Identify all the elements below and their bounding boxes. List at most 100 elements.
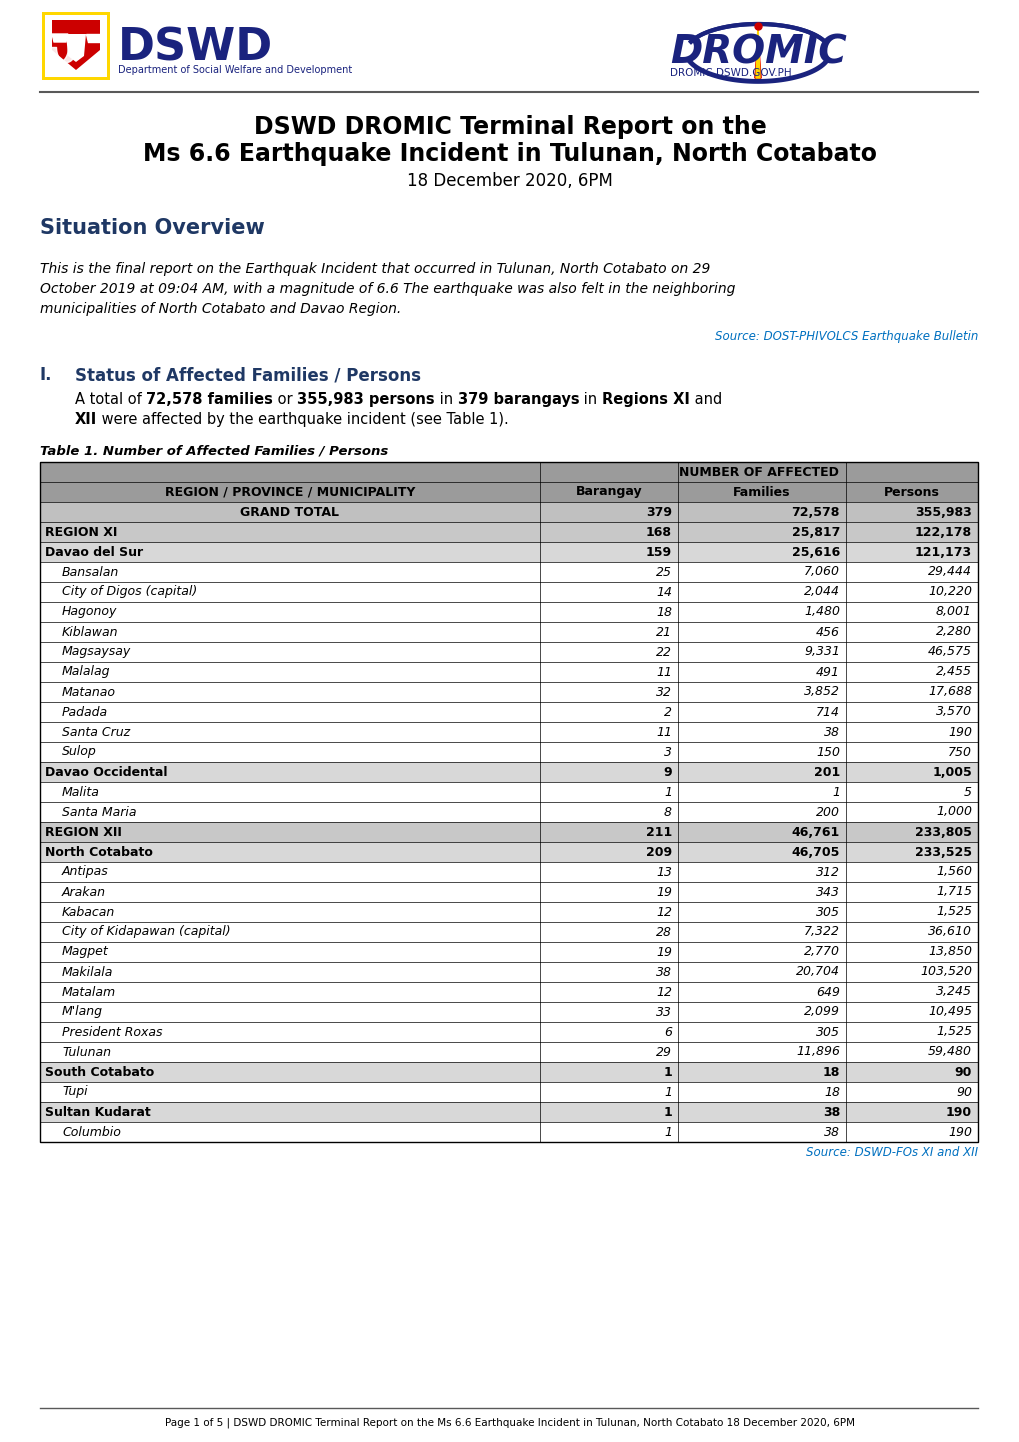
Text: Santa Maria: Santa Maria xyxy=(62,806,137,819)
Text: were affected by the earthquake incident (see Table 1).: were affected by the earthquake incident… xyxy=(97,412,508,427)
Text: President Roxas: President Roxas xyxy=(62,1025,162,1038)
Polygon shape xyxy=(755,23,759,78)
Bar xyxy=(40,761,977,782)
Text: 750: 750 xyxy=(947,746,971,758)
Text: 14: 14 xyxy=(655,585,672,598)
Text: Matalam: Matalam xyxy=(62,985,116,998)
Text: 72,578 families: 72,578 families xyxy=(147,392,273,407)
Text: 46,761: 46,761 xyxy=(791,825,840,838)
Text: 10,220: 10,220 xyxy=(927,585,971,598)
Polygon shape xyxy=(86,35,100,42)
Text: 10,495: 10,495 xyxy=(927,1005,971,1018)
Text: 8: 8 xyxy=(663,806,672,819)
Text: 18 December 2020, 6PM: 18 December 2020, 6PM xyxy=(407,172,612,190)
Text: 233,525: 233,525 xyxy=(914,845,971,858)
Text: DSWD DROMIC Terminal Report on the: DSWD DROMIC Terminal Report on the xyxy=(254,115,765,138)
Text: 29,444: 29,444 xyxy=(927,565,971,578)
Text: 2,770: 2,770 xyxy=(803,946,840,959)
Text: I.: I. xyxy=(40,366,52,384)
Text: 17,688: 17,688 xyxy=(927,685,971,698)
Text: A total of: A total of xyxy=(75,392,147,407)
Bar xyxy=(40,842,977,862)
Text: 1,000: 1,000 xyxy=(935,806,971,819)
Text: Bansalan: Bansalan xyxy=(62,565,119,578)
Text: Magpet: Magpet xyxy=(62,946,109,959)
Text: 72,578: 72,578 xyxy=(791,506,840,519)
Text: 13,850: 13,850 xyxy=(927,946,971,959)
Text: 38: 38 xyxy=(823,725,840,738)
Text: DROMIC.DSWD.GOV.PH: DROMIC.DSWD.GOV.PH xyxy=(669,68,791,78)
Text: 103,520: 103,520 xyxy=(919,966,971,979)
Bar xyxy=(40,461,977,1142)
Polygon shape xyxy=(52,20,100,71)
Bar xyxy=(42,12,110,79)
Text: 1,560: 1,560 xyxy=(935,865,971,878)
Text: 46,705: 46,705 xyxy=(791,845,840,858)
Polygon shape xyxy=(754,33,760,78)
Text: 1,715: 1,715 xyxy=(935,885,971,898)
Text: 3: 3 xyxy=(663,746,672,758)
Text: 233,805: 233,805 xyxy=(914,825,971,838)
Text: 211: 211 xyxy=(645,825,672,838)
Text: 1: 1 xyxy=(662,1106,672,1119)
Text: Santa Cruz: Santa Cruz xyxy=(62,725,130,738)
Bar xyxy=(40,822,977,842)
Text: 46,575: 46,575 xyxy=(927,646,971,659)
Text: 12: 12 xyxy=(655,906,672,919)
Text: 3,570: 3,570 xyxy=(935,705,971,718)
Text: 3,852: 3,852 xyxy=(803,685,840,698)
Text: 28: 28 xyxy=(655,926,672,939)
Polygon shape xyxy=(66,35,86,62)
Bar xyxy=(539,461,977,482)
Text: Regions XI: Regions XI xyxy=(601,392,690,407)
Text: 1,480: 1,480 xyxy=(803,606,840,619)
Text: Makilala: Makilala xyxy=(62,966,113,979)
Text: Families: Families xyxy=(733,486,790,499)
Text: Page 1 of 5 | DSWD DROMIC Terminal Report on the Ms 6.6 Earthquake Incident in T: Page 1 of 5 | DSWD DROMIC Terminal Repor… xyxy=(165,1417,854,1429)
Text: Antipas: Antipas xyxy=(62,865,109,878)
Text: Table 1. Number of Affected Families / Persons: Table 1. Number of Affected Families / P… xyxy=(40,444,388,457)
Text: Magsaysay: Magsaysay xyxy=(62,646,131,659)
Text: 1,005: 1,005 xyxy=(931,766,971,779)
Text: Davao Occidental: Davao Occidental xyxy=(45,766,167,779)
Bar xyxy=(40,942,977,962)
Text: 20,704: 20,704 xyxy=(795,966,840,979)
Text: 13: 13 xyxy=(655,865,672,878)
Text: 18: 18 xyxy=(655,606,672,619)
Text: Malita: Malita xyxy=(62,786,100,799)
Text: 11: 11 xyxy=(655,725,672,738)
Text: 11: 11 xyxy=(655,666,672,679)
Text: 38: 38 xyxy=(655,966,672,979)
Text: 1: 1 xyxy=(663,786,672,799)
Text: Malalag: Malalag xyxy=(62,666,110,679)
Text: 25: 25 xyxy=(655,565,672,578)
Bar xyxy=(40,1043,977,1061)
Text: City of Digos (capital): City of Digos (capital) xyxy=(62,585,197,598)
Text: 25,616: 25,616 xyxy=(791,545,840,558)
Text: Matanao: Matanao xyxy=(62,685,116,698)
Bar xyxy=(40,583,977,601)
Text: in: in xyxy=(579,392,601,407)
Bar xyxy=(678,482,845,502)
Text: 33: 33 xyxy=(655,1005,672,1018)
Text: 1: 1 xyxy=(663,1126,672,1139)
Text: 21: 21 xyxy=(655,626,672,639)
Text: Columbio: Columbio xyxy=(62,1126,121,1139)
Text: 6: 6 xyxy=(663,1025,672,1038)
Text: 2,099: 2,099 xyxy=(803,1005,840,1018)
Text: 25,817: 25,817 xyxy=(791,525,840,538)
Text: 19: 19 xyxy=(655,885,672,898)
Text: 2,280: 2,280 xyxy=(935,626,971,639)
Text: municipalities of North Cotabato and Davao Region.: municipalities of North Cotabato and Dav… xyxy=(40,301,400,316)
Text: 200: 200 xyxy=(815,806,840,819)
Bar xyxy=(40,903,977,921)
Text: Davao del Sur: Davao del Sur xyxy=(45,545,143,558)
Text: 312: 312 xyxy=(815,865,840,878)
Text: 11,896: 11,896 xyxy=(795,1045,840,1058)
Text: 491: 491 xyxy=(815,666,840,679)
Bar xyxy=(40,522,977,542)
Text: NUMBER OF AFFECTED: NUMBER OF AFFECTED xyxy=(679,466,838,479)
Text: Ms 6.6 Earthquake Incident in Tulunan, North Cotabato: Ms 6.6 Earthquake Incident in Tulunan, N… xyxy=(143,141,876,166)
Text: in: in xyxy=(435,392,458,407)
Text: Sultan Kudarat: Sultan Kudarat xyxy=(45,1106,151,1119)
